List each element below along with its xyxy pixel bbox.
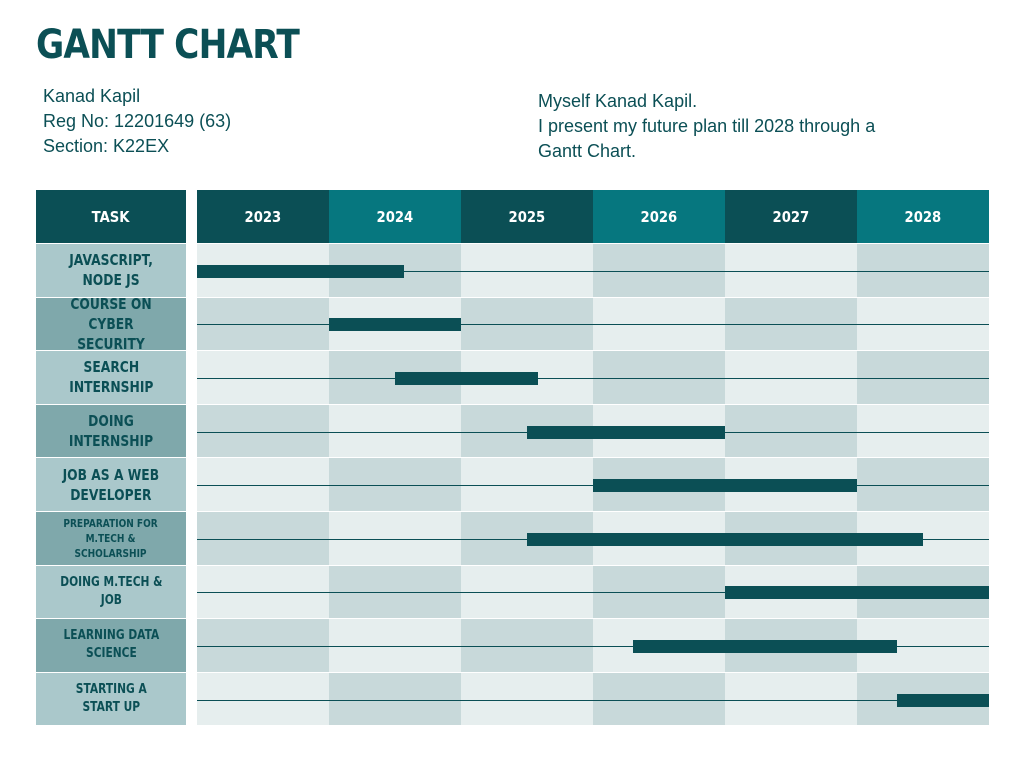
grid-cell (461, 672, 593, 726)
grid-cell (197, 619, 329, 672)
task-label-cell: JOB AS A WEB DEVELOPER (36, 458, 186, 511)
grid-cell (725, 244, 857, 297)
intro-line-3: Gantt Chart. (538, 141, 637, 161)
task-bar (197, 264, 405, 278)
task-header-label: TASK (92, 207, 130, 226)
grid-cell (725, 351, 857, 404)
task-label: SEARCH INTERNSHIP (68, 358, 154, 397)
grid-cell (329, 404, 461, 458)
grid-cell (197, 351, 329, 404)
grid-cell (857, 297, 989, 351)
task-bar (329, 318, 461, 332)
grid-cell (329, 672, 461, 726)
task-label-cell: DOING INTERNSHIP (36, 404, 186, 458)
grid-cell (857, 404, 989, 458)
grid-cell (329, 619, 461, 672)
grid-cell (857, 458, 989, 511)
author-reg: Reg No: 12201649 (63) (43, 111, 232, 131)
year-label: 2027 (772, 207, 810, 226)
author-info: Kanad Kapil Reg No: 12201649 (63) Sectio… (43, 84, 231, 159)
year-header-2027: 2027 (725, 190, 857, 243)
grid-cell (725, 404, 857, 458)
task-label-cell: DOING M.TECH & JOB (36, 565, 186, 619)
author-name: Kanad Kapil (43, 86, 141, 106)
row-guide-line (197, 378, 989, 379)
row-guide-line (197, 646, 989, 647)
task-label: LEARNING DATA SCIENCE (63, 628, 159, 662)
year-label: 2028 (904, 207, 942, 226)
task-label-cell: LEARNING DATA SCIENCE (36, 619, 186, 672)
grid-cell (329, 565, 461, 619)
author-section: Section: K22EX (43, 136, 170, 156)
grid-cell (197, 458, 329, 511)
intro-line-1: Myself Kanad Kapil. (538, 91, 698, 111)
grid-cell (461, 297, 593, 351)
year-header-2028: 2028 (857, 190, 989, 243)
year-header-2025: 2025 (461, 190, 593, 243)
grid-cell (461, 458, 593, 511)
task-bar (725, 586, 989, 600)
grid-cell (593, 244, 725, 297)
grid-cell (329, 512, 461, 565)
task-label: DOING M.TECH & JOB (59, 574, 163, 608)
grid-cell (197, 565, 329, 619)
grid-cell (197, 404, 329, 458)
grid-cell (197, 672, 329, 726)
intro-line-2: I present my future plan till 2028 throu… (538, 116, 876, 136)
task-label: JOB AS A WEB DEVELOPER (62, 465, 160, 504)
year-header-2023: 2023 (197, 190, 329, 243)
task-column-header: TASK (36, 190, 186, 243)
grid-cell (593, 297, 725, 351)
grid-cell (329, 458, 461, 511)
grid-cell (461, 565, 593, 619)
task-label-cell: COURSE ON CYBER SECURITY (36, 295, 186, 353)
row-guide-line (197, 270, 989, 272)
year-label: 2023 (244, 207, 282, 226)
task-label: COURSE ON CYBER SECURITY (70, 294, 152, 353)
task-label: DOING INTERNSHIP (68, 412, 154, 451)
task-label: JAVASCRIPT, NODE JS (69, 251, 153, 290)
task-bar (632, 640, 897, 653)
task-label: STARTING A START UP (75, 682, 147, 716)
page-title: GANTT CHART (36, 22, 300, 68)
grid-cell (461, 619, 593, 672)
task-label-cell: JAVASCRIPT, NODE JS (36, 244, 186, 297)
year-header-2024: 2024 (329, 190, 461, 243)
grid-cell (857, 351, 989, 404)
grid-cell (593, 565, 725, 619)
grid-cell (593, 672, 725, 726)
task-bar (527, 532, 923, 546)
year-label: 2024 (376, 207, 414, 226)
year-label: 2025 (508, 207, 546, 226)
grid-cell (461, 244, 593, 297)
task-bar (527, 425, 725, 439)
row-guide-line (197, 699, 989, 701)
task-label-cell: PREPARATION FOR M.TECH & SCHOLARSHIP (36, 512, 186, 565)
task-label: PREPARATION FOR M.TECH & SCHOLARSHIP (63, 516, 159, 560)
task-bar (395, 372, 538, 385)
grid-cell (725, 297, 857, 351)
intro-text: Myself Kanad Kapil. I present my future … (538, 89, 958, 164)
grid-cell (197, 512, 329, 565)
grid-cell (197, 297, 329, 351)
task-bar (896, 693, 989, 707)
task-label-cell: STARTING A START UP (36, 672, 186, 726)
grid-cell (857, 244, 989, 297)
grid-cell (593, 351, 725, 404)
row-guide-line (197, 592, 989, 594)
year-header-2026: 2026 (593, 190, 725, 243)
row-guide-line (197, 324, 989, 326)
grid-cell (725, 672, 857, 726)
task-label-cell: SEARCH INTERNSHIP (36, 351, 186, 404)
task-bar (593, 479, 857, 493)
year-label: 2026 (640, 207, 678, 226)
